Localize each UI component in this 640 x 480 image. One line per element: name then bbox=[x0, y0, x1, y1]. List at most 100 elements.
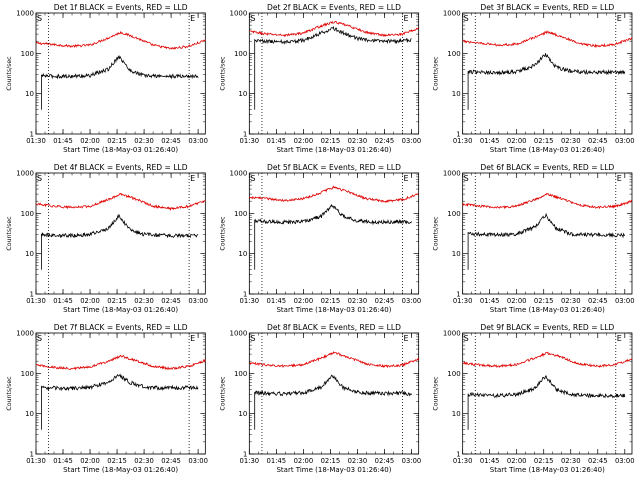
y-tick-label: 1000 bbox=[16, 330, 34, 338]
x-tick-label: 02:15 bbox=[534, 297, 554, 305]
y-axis-label: Counts/sec bbox=[6, 376, 13, 411]
x-tick-label: 02:45 bbox=[375, 137, 395, 145]
y-axis-label: Counts/sec bbox=[433, 216, 440, 251]
x-tick-label: 03:00 bbox=[615, 457, 635, 465]
chart-title: Det 9f BLACK = Events, RED = LLD bbox=[480, 323, 614, 332]
x-tick-label: 01:30 bbox=[240, 137, 260, 145]
end-marker: E bbox=[403, 334, 408, 343]
y-tick-label: 100 bbox=[447, 50, 460, 58]
x-axis-label: Start Time (18-May-03 01:26:40) bbox=[63, 146, 178, 154]
x-tick-label: 02:45 bbox=[161, 297, 181, 305]
x-tick-label: 03:00 bbox=[402, 297, 422, 305]
series-lld-line bbox=[462, 192, 632, 210]
x-tick-label: 02:00 bbox=[507, 457, 527, 465]
plot-frame bbox=[462, 12, 633, 135]
x-tick-label: 01:45 bbox=[53, 457, 73, 465]
x-tick-label: 02:15 bbox=[107, 297, 127, 305]
end-marker: E bbox=[403, 14, 408, 23]
chart-panel-6: Det 6f BLACK = Events, RED = LLD 1 10 100 10… bbox=[433, 163, 635, 314]
chart-panel-2: Det 2f BLACK = Events, RED = LLD 1 10 100 10… bbox=[219, 3, 421, 154]
chart-panel-3: Det 3f BLACK = Events, RED = LLD 1 10 100 10… bbox=[433, 3, 635, 154]
chart-panel-9: Det 9f BLACK = Events, RED = LLD 1 10 100 10… bbox=[433, 323, 635, 474]
y-tick-label: 100 bbox=[234, 50, 247, 58]
x-tick-label: 02:45 bbox=[375, 457, 395, 465]
x-tick-label: 02:45 bbox=[161, 137, 181, 145]
x-axis-label: Start Time (18-May-03 01:26:40) bbox=[63, 306, 178, 314]
x-tick-label: 03:00 bbox=[188, 457, 208, 465]
series-events-line bbox=[41, 373, 199, 430]
x-tick-label: 02:30 bbox=[348, 137, 368, 145]
plot-frame bbox=[248, 332, 420, 455]
x-tick-label: 02:15 bbox=[107, 137, 127, 145]
y-tick-label: 100 bbox=[234, 370, 247, 378]
y-tick-label: 1 bbox=[456, 131, 460, 139]
end-marker: E bbox=[403, 174, 408, 183]
end-marker: E bbox=[190, 14, 195, 23]
x-tick-label: 01:30 bbox=[453, 297, 473, 305]
y-axis-label: Counts/sec bbox=[433, 56, 440, 91]
plot-frame bbox=[35, 172, 206, 295]
x-tick-label: 01:30 bbox=[26, 457, 46, 465]
y-axis-label: Counts/sec bbox=[219, 216, 226, 251]
x-tick-label: 03:00 bbox=[188, 297, 208, 305]
x-tick-label: 01:45 bbox=[53, 137, 73, 145]
chart-title: Det 5f BLACK = Events, RED = LLD bbox=[267, 163, 401, 172]
x-tick-label: 01:30 bbox=[240, 457, 260, 465]
start-marker: S bbox=[464, 14, 469, 23]
y-tick-label: 1 bbox=[243, 451, 247, 459]
start-marker: S bbox=[250, 14, 255, 23]
y-tick-label: 1 bbox=[30, 451, 34, 459]
series-lld-line bbox=[462, 30, 633, 49]
x-tick-label: 01:30 bbox=[26, 297, 46, 305]
x-tick-label: 02:45 bbox=[588, 137, 608, 145]
y-tick-label: 100 bbox=[447, 210, 460, 218]
end-marker: E bbox=[190, 334, 195, 343]
x-tick-label: 02:00 bbox=[507, 297, 527, 305]
y-tick-label: 10 bbox=[25, 90, 34, 98]
start-marker: S bbox=[250, 174, 255, 183]
x-axis-label: Start Time (18-May-03 01:26:40) bbox=[63, 466, 178, 474]
y-tick-label: 10 bbox=[452, 90, 461, 98]
y-tick-label: 1 bbox=[456, 451, 460, 459]
y-tick-label: 1 bbox=[30, 131, 34, 139]
x-tick-label: 02:15 bbox=[107, 457, 127, 465]
y-tick-label: 100 bbox=[234, 210, 247, 218]
start-marker: S bbox=[464, 334, 469, 343]
y-tick-label: 1 bbox=[456, 291, 460, 299]
x-tick-label: 02:45 bbox=[588, 457, 608, 465]
y-tick-label: 100 bbox=[21, 50, 34, 58]
y-axis-label: Counts/sec bbox=[433, 376, 440, 411]
y-tick-label: 10 bbox=[452, 410, 461, 418]
start-marker: S bbox=[464, 174, 469, 183]
x-tick-label: 02:30 bbox=[561, 297, 581, 305]
x-axis-label: Start Time (18-May-03 01:26:40) bbox=[276, 466, 391, 474]
end-marker: E bbox=[190, 174, 195, 183]
x-tick-label: 01:30 bbox=[240, 297, 260, 305]
x-tick-label: 02:00 bbox=[294, 457, 314, 465]
x-tick-label: 02:15 bbox=[534, 137, 554, 145]
series-events-line bbox=[41, 54, 199, 110]
y-tick-label: 1 bbox=[243, 291, 247, 299]
x-tick-label: 03:00 bbox=[615, 137, 635, 145]
x-tick-label: 02:30 bbox=[348, 457, 368, 465]
chart-title: Det 7f BLACK = Events, RED = LLD bbox=[54, 323, 188, 332]
y-tick-label: 10 bbox=[25, 410, 34, 418]
series-lld-line bbox=[35, 192, 206, 212]
x-axis-label: Start Time (18-May-03 01:26:40) bbox=[490, 306, 605, 314]
x-tick-label: 01:45 bbox=[267, 137, 287, 145]
chart-panel-4: Det 4f BLACK = Events, RED = LLD 1 10 100 10… bbox=[6, 163, 208, 314]
chart-title: Det 3f BLACK = Events, RED = LLD bbox=[480, 3, 614, 12]
series-events-line bbox=[254, 25, 412, 110]
y-axis-label: Counts/sec bbox=[6, 216, 13, 251]
series-lld-line bbox=[35, 354, 206, 371]
series-events-line bbox=[254, 203, 412, 270]
chart-title: Det 2f BLACK = Events, RED = LLD bbox=[267, 3, 401, 12]
chart-title: Det 6f BLACK = Events, RED = LLD bbox=[480, 163, 614, 172]
y-tick-label: 1000 bbox=[230, 330, 248, 338]
plot-frame bbox=[462, 172, 633, 295]
y-tick-label: 1000 bbox=[230, 170, 248, 178]
start-marker: S bbox=[37, 174, 42, 183]
series-lld-line bbox=[249, 350, 420, 369]
x-tick-label: 01:30 bbox=[453, 137, 473, 145]
